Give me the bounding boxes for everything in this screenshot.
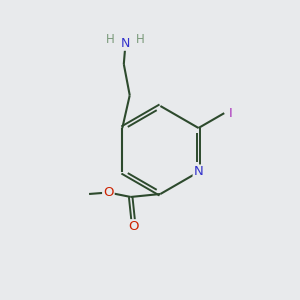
Text: I: I: [229, 106, 232, 120]
Text: O: O: [128, 220, 139, 233]
Text: H: H: [136, 33, 145, 46]
Text: O: O: [103, 186, 114, 199]
Text: N: N: [194, 166, 203, 178]
Text: N: N: [121, 37, 130, 50]
Text: H: H: [105, 33, 114, 46]
